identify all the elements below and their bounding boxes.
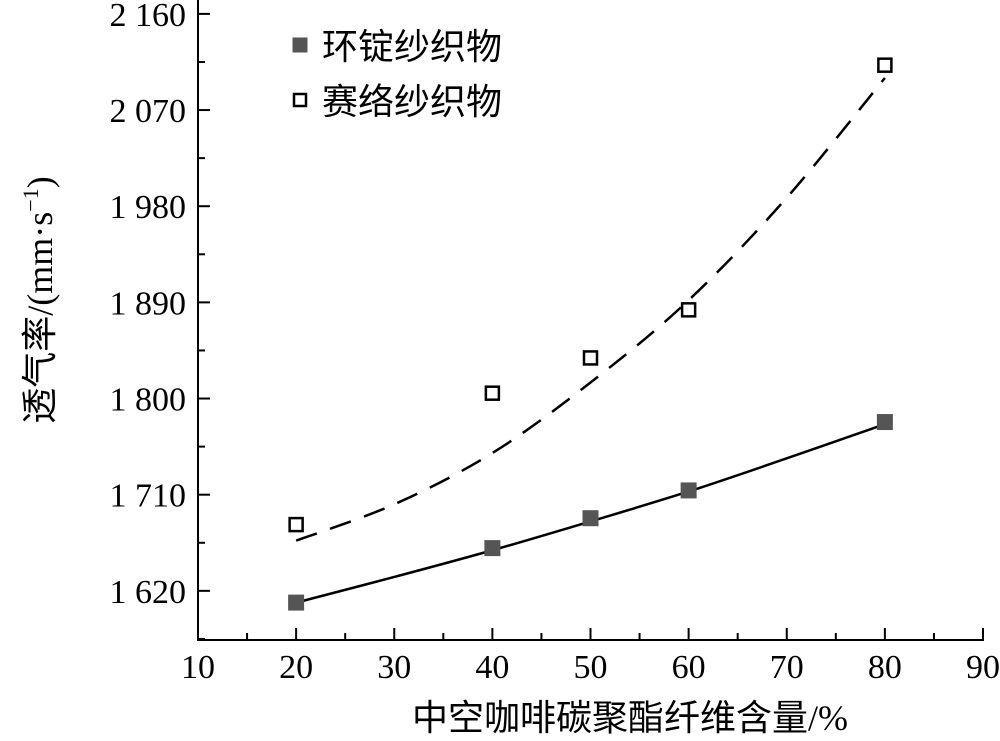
filled-square-point [876, 414, 893, 431]
y-tick-label: 1 980 [110, 189, 187, 226]
y-tick-label: 1 890 [110, 285, 187, 322]
y-axis-label-end: ) [20, 176, 60, 188]
y-axis-label-sup: −1 [18, 188, 43, 211]
open-square-point [288, 516, 304, 533]
legend-label: 环锭纱织物 [322, 27, 502, 67]
filled-square-point [582, 510, 599, 527]
y-tick-label: 1 710 [110, 478, 187, 515]
y-tick-label: 1 620 [110, 574, 187, 611]
legend-label: 赛络纱织物 [322, 82, 502, 122]
data-points [288, 57, 893, 611]
open-square-point [877, 57, 893, 73]
x-tick-label: 30 [377, 649, 411, 686]
legend-marker [292, 37, 308, 53]
y-tick-label: 1 800 [110, 382, 187, 419]
open-square-point [484, 385, 501, 401]
x-tick-label: 60 [672, 649, 706, 686]
filled-square-point [288, 594, 305, 611]
x-tick-label: 80 [868, 649, 902, 686]
filled-square-point [680, 482, 697, 499]
y-tick-label: 2 070 [110, 93, 187, 130]
axes: 10 20 30 40 50 60 70 80 90 1 620 1 710 1 800 1 890 1 … [110, 0, 1000, 686]
y-axis-label: 透气率/(mm·s−1) [18, 176, 60, 423]
dashed-fit-line [295, 77, 886, 542]
x-tick-label: 40 [475, 649, 509, 686]
y-tick-label: 2 160 [110, 0, 187, 34]
open-square-point [680, 302, 697, 318]
x-axis-label: 中空咖啡碳聚酯纤维含量/% [412, 698, 848, 738]
x-tick-label: 20 [279, 649, 313, 686]
x-tick-label: 50 [574, 649, 608, 686]
y-axis-label-main: 透气率/(mm·s [20, 212, 60, 424]
x-tick-label: 90 [966, 649, 1000, 686]
x-tick-label: 70 [770, 649, 804, 686]
legend-marker [292, 92, 308, 108]
x-tick-label: 10 [181, 649, 215, 686]
open-square-point [582, 350, 599, 366]
filled-square-point [484, 540, 501, 557]
